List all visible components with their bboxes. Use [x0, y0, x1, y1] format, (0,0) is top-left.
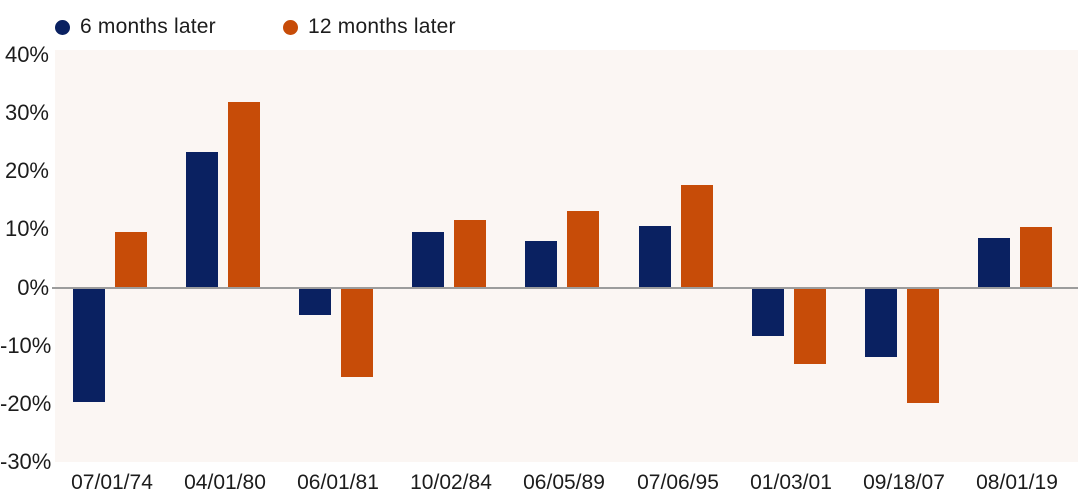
x-tick-label: 04/01/80 [184, 471, 266, 494]
y-tick-label: 20% [4, 158, 49, 184]
bar-12-months-08/01/19 [1020, 226, 1052, 289]
bar-6-months-09/18/07 [865, 286, 897, 357]
bar-12-months-06/01/81 [341, 286, 373, 378]
y-tick-label: 10% [4, 216, 49, 242]
bar-6-months-06/05/89 [525, 241, 557, 289]
bar-6-months-01/03/01 [752, 286, 784, 337]
x-tick-label: 10/02/84 [410, 471, 492, 494]
x-tick-label: 09/18/07 [863, 471, 945, 494]
y-tick-label: 30% [4, 100, 49, 126]
bar-6-months-04/01/80 [186, 152, 218, 289]
bar-12-months-01/03/01 [794, 286, 826, 365]
legend-dot-12-months-icon [283, 19, 298, 35]
legend-label-12-months-later: 12 months later [308, 15, 456, 38]
bar-12-months-04/01/80 [228, 101, 260, 289]
x-tick-label: 06/01/81 [297, 471, 379, 494]
y-tick-label: -30% [0, 448, 52, 474]
bar-12-months-06/05/89 [567, 211, 599, 289]
bar-12-months-07/01/74 [115, 231, 147, 289]
legend-item-6-months-later: 6 months later [55, 14, 216, 40]
bar-6-months-06/01/81 [299, 286, 331, 316]
legend-label-6-months-later: 6 months later [80, 15, 216, 38]
bar-12-months-09/18/07 [907, 286, 939, 403]
x-tick-label: 07/06/95 [637, 471, 719, 494]
y-tick-label: 0% [17, 274, 49, 300]
legend-dot-6-months-icon [55, 19, 70, 35]
x-tick-label: 08/01/19 [976, 471, 1058, 494]
bar-12-months-07/06/95 [681, 184, 713, 289]
y-tick-label: 40% [4, 42, 49, 67]
y-tick-label: -20% [0, 390, 52, 416]
legend-item-12-months-later: 12 months later [283, 14, 456, 40]
bar-6-months-07/06/95 [639, 225, 671, 289]
x-tick-label: 06/05/89 [523, 471, 605, 494]
bar-12-months-10/02/84 [454, 220, 486, 289]
x-tick-label: 01/03/01 [750, 471, 832, 494]
y-tick-label: -10% [0, 332, 52, 358]
bar-6-months-08/01/19 [978, 238, 1010, 289]
x-tick-label: 07/01/74 [71, 471, 153, 494]
chart-legend: 6 months later 12 months later [0, 14, 1078, 40]
bar-6-months-07/01/74 [73, 286, 105, 403]
bar-6-months-10/02/84 [412, 231, 444, 289]
zero-axis-line [52, 287, 1078, 289]
